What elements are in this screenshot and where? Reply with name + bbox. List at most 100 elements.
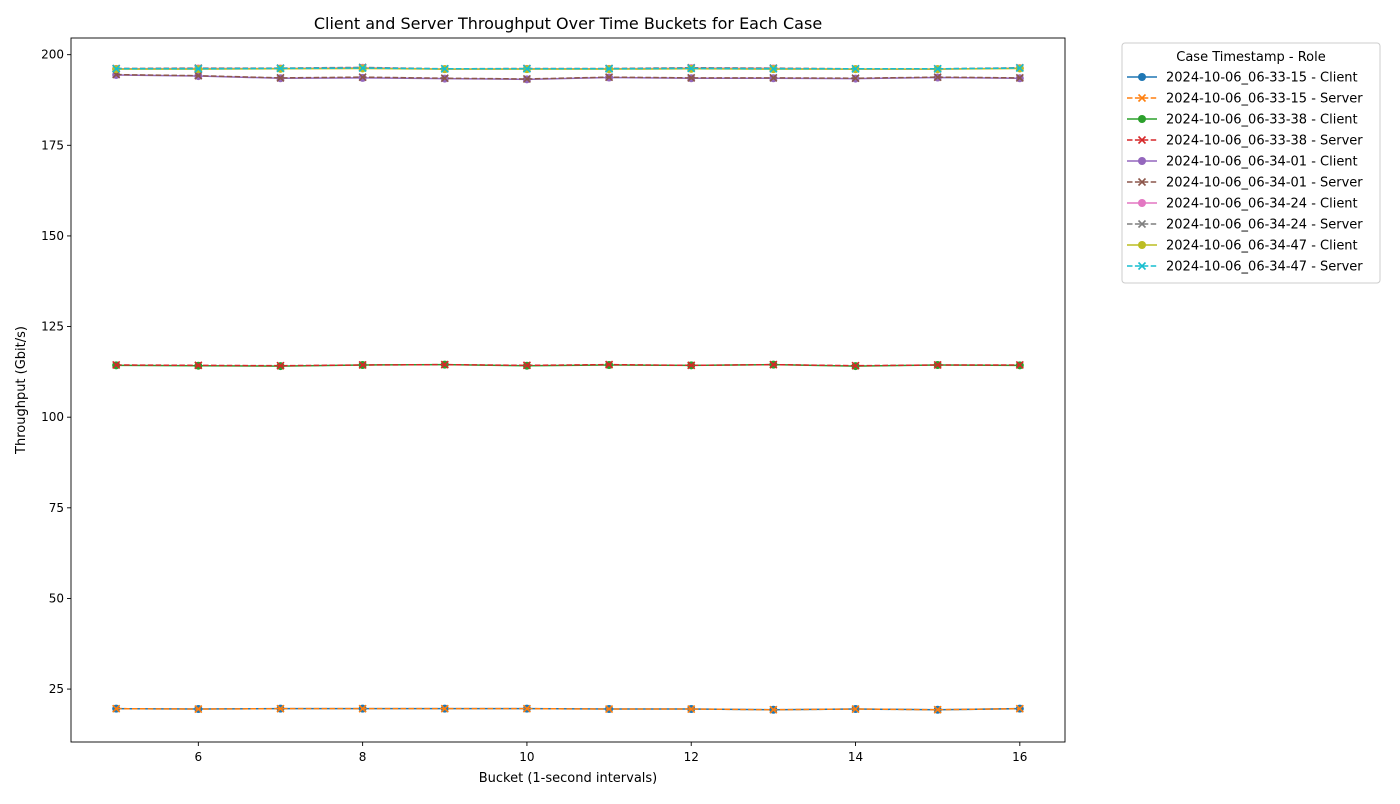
data-point xyxy=(851,704,860,714)
legend-label: 2024-10-06_06-34-01 - Client xyxy=(1166,155,1358,170)
x-tick-label: 6 xyxy=(195,750,203,764)
data-point xyxy=(194,71,203,80)
series-2 xyxy=(112,704,1024,714)
data-point xyxy=(522,64,531,73)
legend-marker xyxy=(1137,261,1147,271)
legend-box xyxy=(1121,42,1381,284)
legend-marker xyxy=(1137,219,1147,229)
data-point xyxy=(687,704,696,714)
series-line xyxy=(116,67,1020,70)
legend-marker xyxy=(1138,115,1146,123)
data-point xyxy=(276,361,285,370)
x-tick-label: 10 xyxy=(519,750,534,764)
legend: Case Timestamp - Role 2024-10-06_06-33-15… xyxy=(1121,42,1381,284)
legend-label: 2024-10-06_06-33-38 - Server xyxy=(1166,134,1363,149)
series-6 xyxy=(112,70,1024,84)
data-point xyxy=(194,64,203,73)
data-point xyxy=(522,74,531,84)
data-point xyxy=(769,705,778,714)
data-point xyxy=(933,73,942,82)
plot-frame xyxy=(70,37,1066,743)
data-point xyxy=(769,360,778,369)
series-line xyxy=(116,73,1020,80)
legend-item: 2024-10-06_06-33-38 - Client xyxy=(1127,113,1358,128)
legend-label: 2024-10-06_06-34-24 - Server xyxy=(1166,218,1363,233)
y-tick-label: 50 xyxy=(49,591,64,605)
data-point xyxy=(358,704,367,713)
data-point xyxy=(522,704,531,713)
legend-item: 2024-10-06_06-34-24 - Server xyxy=(1127,218,1363,233)
data-point xyxy=(851,74,860,83)
data-point xyxy=(605,73,614,82)
legend-marker xyxy=(1138,157,1146,165)
y-tick-label: 125 xyxy=(41,320,64,334)
data-point xyxy=(194,361,203,370)
chart-title: Client and Server Throughput Over Time B… xyxy=(314,14,822,33)
legend-marker xyxy=(1138,241,1146,249)
legend-item: 2024-10-06_06-34-01 - Client xyxy=(1127,155,1358,170)
data-point xyxy=(112,64,121,73)
y-tick-label: 75 xyxy=(49,501,64,515)
series-4 xyxy=(112,360,1024,370)
data-point xyxy=(1015,64,1024,73)
legend-label: 2024-10-06_06-33-15 - Client xyxy=(1166,71,1358,86)
data-point xyxy=(605,64,614,73)
plot-area xyxy=(70,37,1066,743)
legend-marker xyxy=(1138,199,1146,207)
data-point xyxy=(358,73,367,82)
data-point xyxy=(769,73,778,82)
data-point xyxy=(687,361,696,370)
data-point xyxy=(933,705,942,714)
legend-label: 2024-10-06_06-33-38 - Client xyxy=(1166,113,1358,128)
data-point xyxy=(358,360,367,370)
legend-marker xyxy=(1137,93,1147,103)
data-point xyxy=(687,73,696,82)
data-point xyxy=(605,704,614,714)
legend-marker xyxy=(1137,177,1147,187)
data-point xyxy=(851,64,860,73)
x-tick-label: 16 xyxy=(1012,750,1027,764)
legend-marker xyxy=(1137,135,1147,145)
x-axis: 6 8 10 12 14 16 xyxy=(195,742,1027,764)
legend-item: 2024-10-06_06-33-15 - Server xyxy=(1127,92,1363,107)
legend-marker xyxy=(1138,73,1146,81)
series-line xyxy=(116,363,1020,367)
legend-item: 2024-10-06_06-34-47 - Client xyxy=(1127,239,1358,254)
y-axis-label: Throughput (Gbit/s) xyxy=(14,326,29,455)
data-point xyxy=(687,64,696,73)
legend-label: 2024-10-06_06-34-01 - Server xyxy=(1166,176,1363,191)
data-point xyxy=(522,361,531,370)
legend-label: 2024-10-06_06-33-15 - Server xyxy=(1166,92,1363,107)
data-point xyxy=(440,360,449,369)
data-point xyxy=(933,360,942,370)
legend-title: Case Timestamp - Role xyxy=(1176,50,1325,65)
legend-label: 2024-10-06_06-34-47 - Server xyxy=(1166,260,1363,275)
data-point xyxy=(440,64,449,73)
x-axis-label: Bucket (1-second intervals) xyxy=(479,771,658,786)
legend-label: 2024-10-06_06-34-24 - Client xyxy=(1166,197,1358,212)
y-axis: 25 50 75 100 125 150 175 200 xyxy=(41,48,71,696)
y-tick-label: 100 xyxy=(41,410,64,424)
data-point xyxy=(440,704,449,713)
series-line xyxy=(116,707,1020,711)
data-point xyxy=(605,360,614,369)
data-point xyxy=(1015,73,1024,82)
legend-item: 2024-10-06_06-33-15 - Client xyxy=(1127,71,1358,86)
data-point xyxy=(194,704,203,714)
data-point xyxy=(851,361,860,370)
x-tick-label: 14 xyxy=(848,750,863,764)
data-point xyxy=(1015,704,1024,713)
y-tick-label: 200 xyxy=(41,48,64,62)
data-point xyxy=(112,360,121,370)
data-point xyxy=(933,64,942,73)
data-point xyxy=(112,704,121,713)
data-point xyxy=(1015,360,1024,370)
legend-label: 2024-10-06_06-34-47 - Client xyxy=(1166,239,1358,254)
legend-item: 2024-10-06_06-34-01 - Server xyxy=(1127,176,1363,191)
y-tick-label: 175 xyxy=(41,138,64,152)
x-tick-label: 12 xyxy=(684,750,699,764)
data-point xyxy=(440,74,449,83)
data-point xyxy=(358,64,367,73)
